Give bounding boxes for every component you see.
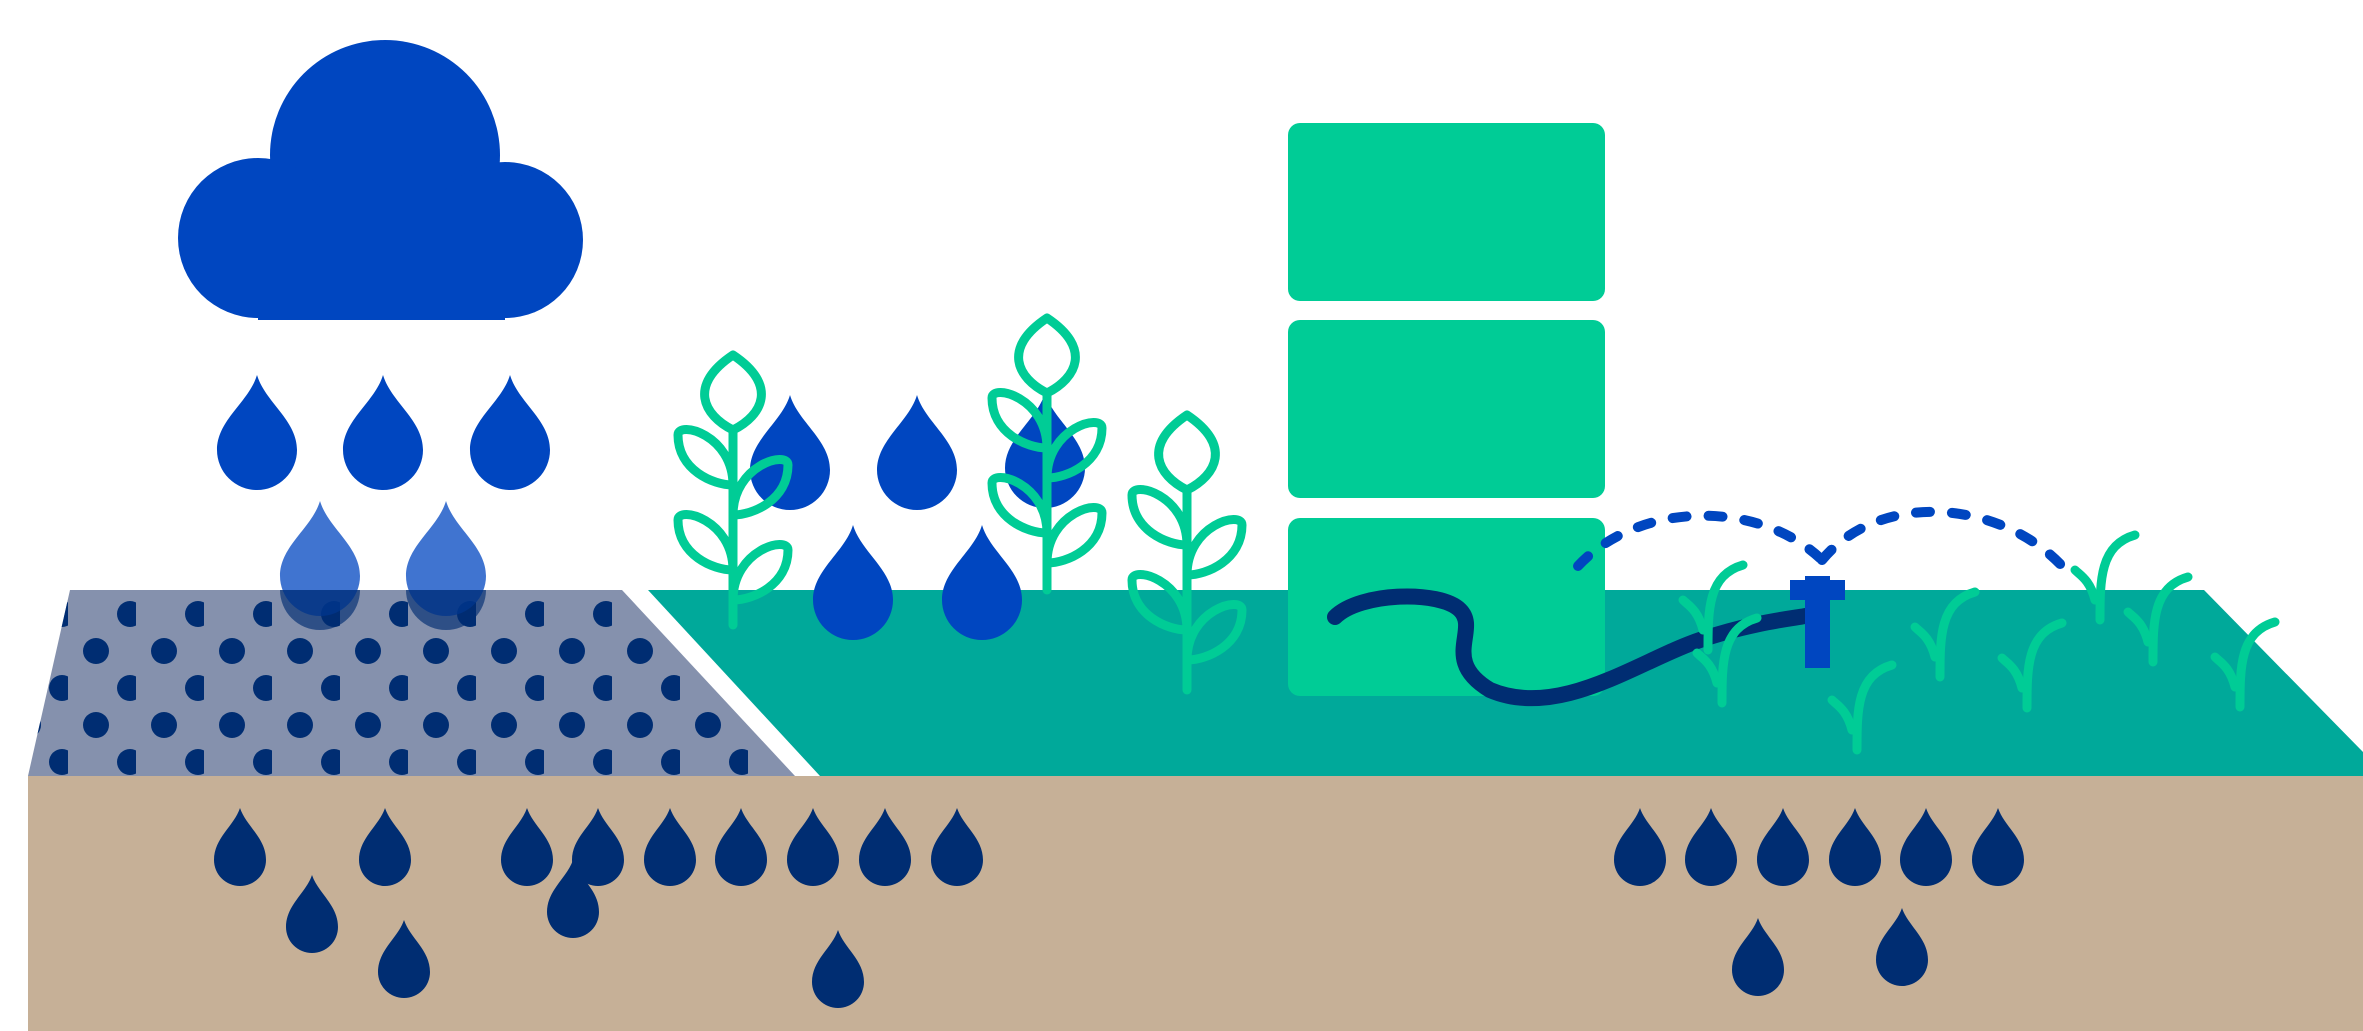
leafy-plant-icon	[1127, 410, 1247, 695]
seedling-icon	[2123, 572, 2193, 667]
seedling-icon	[2210, 617, 2280, 712]
rain-barrel-section-middle	[1288, 320, 1605, 498]
seedling-icon	[1692, 613, 1762, 708]
water-drop-icon	[750, 395, 830, 510]
leafy-plant-icon	[987, 313, 1107, 595]
seedling-icon	[1910, 587, 1980, 682]
seedling-icon	[1997, 618, 2067, 713]
permeable-paver-dots	[28, 590, 795, 776]
rain-drops	[217, 375, 550, 616]
drop-shadows	[280, 590, 486, 630]
seedling-icon	[2070, 530, 2140, 625]
plants	[673, 313, 1247, 695]
drop-shadow	[406, 590, 486, 630]
rain-barrel-section-top	[1288, 123, 1605, 301]
water-drop-icon	[217, 375, 297, 490]
water-drop-icon	[942, 525, 1022, 640]
water-drop-icon	[877, 395, 957, 510]
soil-layer	[28, 776, 2363, 1031]
water-drop-icon	[343, 375, 423, 490]
seedlings	[1678, 530, 2280, 755]
rain-cloud-icon	[178, 40, 583, 320]
sprinkler-spray	[1573, 506, 2067, 571]
seedling-icon	[1678, 560, 1748, 655]
leafy-plant-icon	[673, 350, 793, 630]
drop-shadow	[280, 590, 360, 630]
seedling-icon	[1827, 660, 1897, 755]
water-drop-icon	[470, 375, 550, 490]
sprinkler-icon	[1790, 576, 1845, 668]
water-drop-icon	[813, 525, 893, 640]
